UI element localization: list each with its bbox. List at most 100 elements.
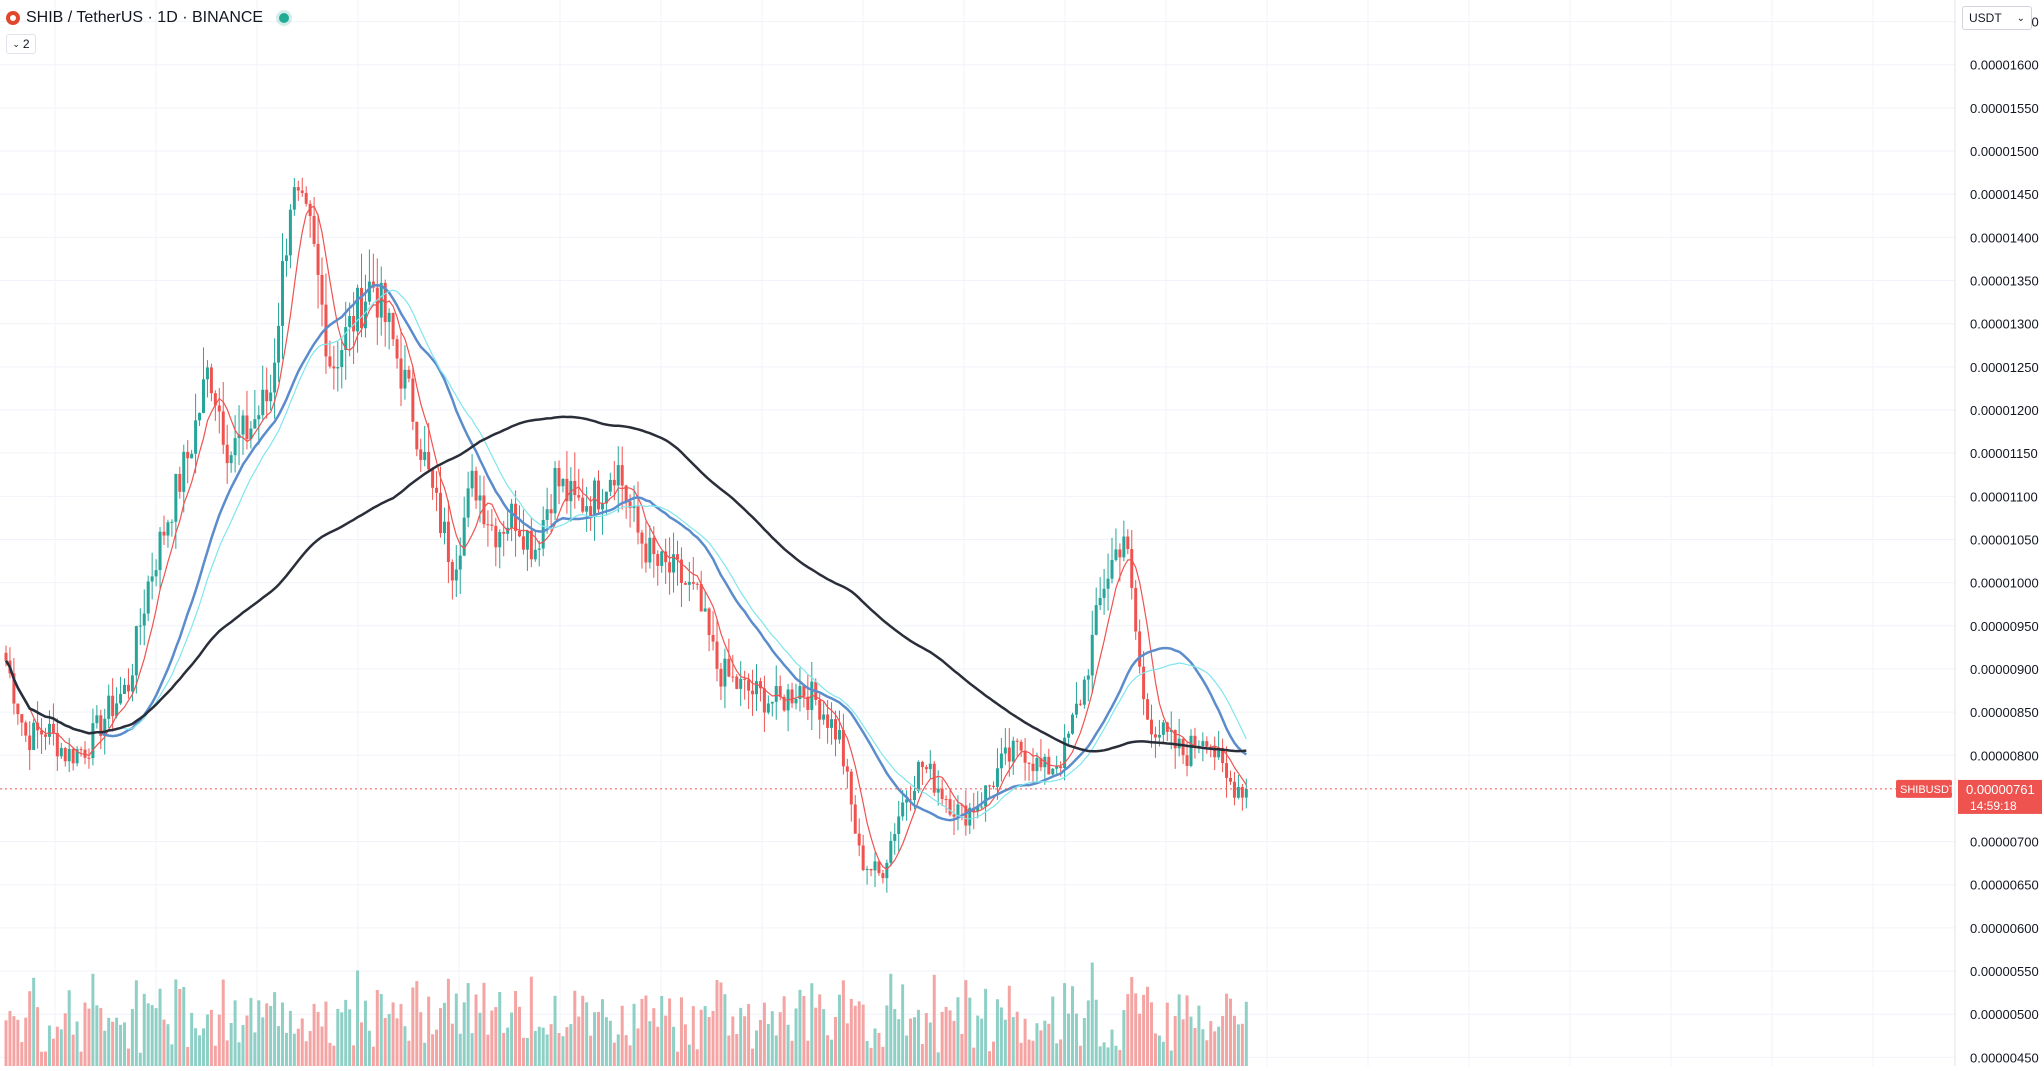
candle[interactable] <box>253 389 257 429</box>
candle[interactable] <box>1193 727 1197 759</box>
candle[interactable] <box>241 410 245 456</box>
candle[interactable] <box>257 405 261 445</box>
candle[interactable] <box>316 213 320 309</box>
candle[interactable] <box>660 550 664 573</box>
candle[interactable] <box>1114 528 1118 562</box>
candle[interactable] <box>612 460 616 501</box>
candle[interactable] <box>126 668 130 699</box>
candle[interactable] <box>893 823 897 855</box>
candle[interactable] <box>676 540 679 586</box>
candle[interactable] <box>1015 738 1019 757</box>
candle[interactable] <box>462 496 466 557</box>
candle[interactable] <box>711 611 715 651</box>
candle[interactable] <box>1177 718 1181 757</box>
candle[interactable] <box>1047 748 1051 775</box>
candle[interactable] <box>664 538 668 584</box>
candle[interactable] <box>182 444 186 513</box>
candle[interactable] <box>1051 767 1055 776</box>
candle[interactable] <box>486 510 490 547</box>
candle[interactable] <box>1229 770 1232 785</box>
candle[interactable] <box>861 834 865 872</box>
candle[interactable] <box>644 521 648 573</box>
candle[interactable] <box>1205 736 1209 754</box>
candle[interactable] <box>44 727 47 750</box>
candle[interactable] <box>1098 577 1102 610</box>
candle[interactable] <box>794 683 798 710</box>
price-axis[interactable]: 0.000016500.000016000.000015500.00001500… <box>1970 15 2039 1066</box>
candle[interactable] <box>928 750 932 780</box>
candle[interactable] <box>877 859 881 876</box>
candle[interactable] <box>63 746 67 767</box>
candle[interactable] <box>87 748 91 769</box>
candle[interactable] <box>194 393 198 474</box>
candle[interactable] <box>699 570 703 612</box>
candle[interactable] <box>533 529 537 562</box>
candle[interactable] <box>324 273 328 374</box>
candle[interactable] <box>332 345 336 390</box>
candle[interactable] <box>20 714 24 736</box>
candle[interactable] <box>1146 693 1150 721</box>
candle[interactable] <box>399 329 403 407</box>
candle[interactable] <box>561 478 565 493</box>
candle[interactable] <box>897 800 901 852</box>
candle[interactable] <box>758 677 762 702</box>
candle[interactable] <box>166 519 170 548</box>
candle[interactable] <box>379 266 383 336</box>
candle[interactable] <box>1086 669 1090 702</box>
candle[interactable] <box>198 412 202 427</box>
candle[interactable] <box>1185 741 1189 777</box>
candle[interactable] <box>1071 712 1074 735</box>
candle[interactable] <box>1094 587 1098 636</box>
candle[interactable] <box>466 471 470 528</box>
candle[interactable] <box>403 345 407 400</box>
candle[interactable] <box>356 284 360 353</box>
candle[interactable] <box>83 741 87 765</box>
candle[interactable] <box>1019 739 1023 757</box>
candle[interactable] <box>790 682 794 708</box>
candle[interactable] <box>233 415 237 473</box>
candle[interactable] <box>849 768 853 822</box>
candle[interactable] <box>1106 553 1110 611</box>
candle[interactable] <box>656 550 660 586</box>
candle[interactable] <box>869 868 873 877</box>
candle[interactable] <box>490 508 494 531</box>
candle[interactable] <box>648 525 652 569</box>
candle[interactable] <box>731 654 735 683</box>
candle[interactable] <box>751 669 755 716</box>
candle[interactable] <box>419 438 423 472</box>
candle[interactable] <box>518 505 521 538</box>
candle[interactable] <box>1217 730 1221 760</box>
candle[interactable] <box>320 257 324 327</box>
candle[interactable] <box>273 338 277 419</box>
candle[interactable] <box>75 746 79 767</box>
candle[interactable] <box>407 365 411 383</box>
candle[interactable] <box>28 721 32 771</box>
candle[interactable] <box>577 468 581 501</box>
candle[interactable] <box>525 530 529 571</box>
candle[interactable] <box>107 684 111 729</box>
candle[interactable] <box>1181 738 1185 764</box>
candle[interactable] <box>672 532 676 593</box>
candle[interactable] <box>593 477 597 541</box>
candle[interactable] <box>40 718 44 754</box>
candle[interactable] <box>51 703 55 746</box>
candle[interactable] <box>336 341 340 392</box>
candle[interactable] <box>217 387 221 434</box>
candle[interactable] <box>889 831 893 867</box>
candle[interactable] <box>162 515 166 545</box>
candle[interactable] <box>1240 783 1244 811</box>
candle[interactable] <box>557 460 561 505</box>
candle[interactable] <box>873 852 877 888</box>
candle[interactable] <box>865 865 869 885</box>
candle[interactable] <box>482 475 486 528</box>
candle[interactable] <box>727 638 731 678</box>
candle[interactable] <box>154 559 158 587</box>
candle[interactable] <box>229 451 233 473</box>
candle[interactable] <box>830 702 834 745</box>
candle[interactable] <box>691 556 695 590</box>
candle[interactable] <box>506 510 510 541</box>
candle[interactable] <box>150 552 154 600</box>
candle[interactable] <box>1138 619 1142 674</box>
